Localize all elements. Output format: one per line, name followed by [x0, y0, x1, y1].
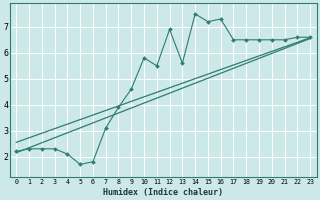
X-axis label: Humidex (Indice chaleur): Humidex (Indice chaleur) — [103, 188, 223, 197]
